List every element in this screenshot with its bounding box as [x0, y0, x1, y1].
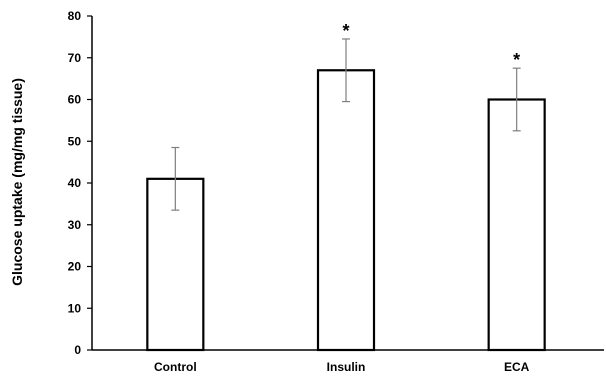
- y-tick-label: 0: [74, 343, 81, 357]
- x-tick-label-insulin: Insulin: [327, 360, 366, 374]
- significance-asterisk: *: [513, 50, 520, 70]
- bars: [146, 69, 546, 352]
- error-bar-control: [171, 146, 180, 211]
- y-tick-label: 20: [68, 260, 82, 274]
- error-bar-insulin: [342, 38, 350, 103]
- y-tick-label: 10: [68, 301, 82, 315]
- x-axis-labels: Control Insulin ECA: [154, 360, 530, 374]
- y-tick-label: 70: [68, 51, 82, 65]
- y-tick-label: 80: [68, 9, 82, 23]
- error-bars: [171, 38, 521, 211]
- bar-eca: [487, 98, 546, 352]
- y-tick-label: 30: [68, 218, 82, 232]
- significance-asterisk: *: [342, 21, 349, 41]
- bar-insulin: [316, 69, 376, 352]
- significance-markers: **: [342, 21, 520, 70]
- y-tick-label: 60: [68, 93, 82, 107]
- y-axis-label: Glucose uptake (mg/mg tissue): [9, 78, 25, 286]
- x-tick-label-eca: ECA: [504, 360, 530, 374]
- y-tick-label: 50: [68, 134, 82, 148]
- y-axis-ticks: 0 10 20 30 40 50 60 70 80: [68, 9, 92, 357]
- x-tick-label-control: Control: [154, 360, 197, 374]
- y-tick-label: 40: [68, 176, 82, 190]
- error-bar-eca: [512, 67, 521, 132]
